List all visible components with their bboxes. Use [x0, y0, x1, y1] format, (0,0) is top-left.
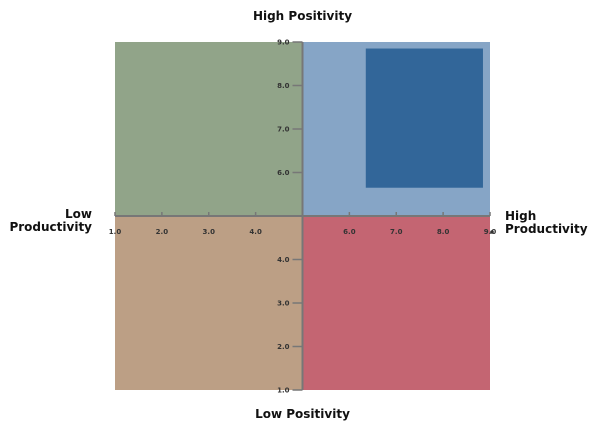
high-positivity-label: High Positivity [252, 9, 353, 23]
y-tick-label: 9.0 [277, 39, 290, 47]
y-tick-label: 8.0 [277, 82, 290, 90]
y-tick-label: 2.0 [277, 343, 290, 351]
y-tick-label: 3.0 [277, 300, 290, 308]
quadrant-top-left [115, 42, 303, 216]
low-positivity-label: Low Positivity [255, 407, 350, 421]
y-tick-label: 7.0 [277, 126, 290, 134]
y-tick-label: 6.0 [277, 169, 290, 177]
y-tick-label: 4.0 [277, 256, 290, 264]
x-tick-label: 9.0 [484, 228, 497, 236]
x-tick-label: 8.0 [437, 228, 450, 236]
quadrant-bottom-left [115, 216, 303, 390]
x-tick-label: 7.0 [390, 228, 403, 236]
highlight-region [365, 48, 483, 188]
y-tick-label: 1.0 [277, 387, 290, 395]
x-tick-label: 6.0 [343, 228, 356, 236]
high-productivity-label: High Productivity [505, 209, 588, 236]
x-axis-end-marker [490, 230, 494, 234]
x-tick-label: 1.0 [109, 228, 122, 236]
low-productivity-label: Low Productivity [9, 207, 92, 234]
quadrant-bottom-right [302, 216, 490, 390]
x-tick-label: 4.0 [249, 228, 262, 236]
x-tick-label: 2.0 [156, 228, 169, 236]
x-tick-label: 3.0 [203, 228, 216, 236]
